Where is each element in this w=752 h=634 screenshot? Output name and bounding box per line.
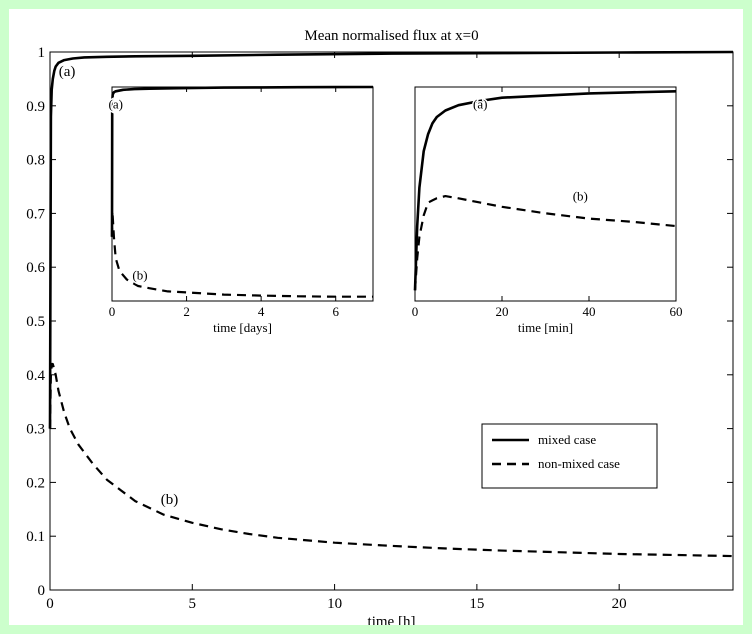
inset-1-x-tick-label: 0 bbox=[109, 304, 116, 319]
inset-2-x-tick-label: 20 bbox=[496, 304, 509, 319]
main-y-tick-label: 0.8 bbox=[26, 153, 45, 169]
main-y-tick-label: 0.5 bbox=[26, 314, 45, 330]
inset-1-series-non-mixed-line bbox=[110, 210, 373, 298]
main-chart-title: Mean normalised flux at x=0 bbox=[304, 28, 478, 44]
main-x-tick-label: 10 bbox=[327, 596, 342, 612]
main-y-tick-label: 0.7 bbox=[26, 206, 45, 222]
main-y-tick-label: 0.6 bbox=[26, 260, 45, 276]
inset-1-annotation-b: (b) bbox=[132, 268, 147, 283]
main-x-tick-label: 20 bbox=[612, 596, 627, 612]
inset-2-annotation-a: (a) bbox=[473, 96, 487, 111]
inset-2-x-tick-label: 60 bbox=[670, 304, 683, 319]
inset-1-x-tick-label: 4 bbox=[258, 304, 265, 319]
inset-2-x-tick-label: 0 bbox=[412, 304, 419, 319]
inset-1-x-tick-label: 6 bbox=[332, 304, 339, 319]
chart-svg: 0 5 10 15 2000.10.20.30.40.50.60.70.80.91tim… bbox=[26, 28, 734, 625]
main-x-tick-label: 15 bbox=[469, 596, 484, 612]
inset-2-series-mixed-line bbox=[413, 90, 677, 291]
inset-2-plot-frame bbox=[414, 86, 677, 302]
inset-1-x-tick-label: 2 bbox=[183, 304, 190, 319]
inset-2-x-tick-label: 40 bbox=[583, 304, 596, 319]
inset-1-annotation-a: (a) bbox=[109, 96, 123, 111]
main-annotation-b: (b) bbox=[161, 492, 179, 508]
main-y-tick-label: 1 bbox=[38, 45, 46, 61]
main-series-mixed-line bbox=[48, 50, 734, 429]
main-series-non-mixed-line bbox=[48, 362, 734, 558]
main-x-axis-label: time [h] bbox=[368, 614, 416, 625]
legend-label-mixed: mixed case bbox=[538, 432, 596, 447]
inset-1-plot-frame bbox=[111, 86, 374, 302]
main-x-tick-label: 5 bbox=[189, 596, 197, 612]
main-y-tick-label: 0.1 bbox=[26, 529, 45, 545]
main-y-tick-label: 0.9 bbox=[26, 99, 45, 115]
main-y-tick-label: 0 bbox=[38, 583, 46, 599]
inset-2-series-non-mixed-line bbox=[413, 195, 677, 291]
figure-panel: 0 5 10 15 20 0 0.1 0.2 0.3 0.4 0.5 0.6 0.7 0.8 0.9 1 tim… bbox=[9, 9, 743, 625]
main-x-tick-label: 0 bbox=[46, 596, 54, 612]
main-y-tick-label: 0.3 bbox=[26, 422, 45, 438]
inset-2-annotation-b: (b) bbox=[573, 188, 588, 203]
inset-2-x-axis-label: time [min] bbox=[518, 320, 573, 335]
inset-1-series-mixed-line bbox=[110, 85, 374, 237]
legend-box bbox=[481, 423, 658, 489]
inset-1-x-axis-label: time [days] bbox=[213, 320, 272, 335]
main-y-tick-label: 0.4 bbox=[26, 368, 45, 384]
legend-label-non-mixed: non-mixed case bbox=[538, 456, 620, 471]
main-annotation-a: (a) bbox=[59, 64, 76, 80]
main-y-tick-label: 0.2 bbox=[26, 475, 45, 491]
